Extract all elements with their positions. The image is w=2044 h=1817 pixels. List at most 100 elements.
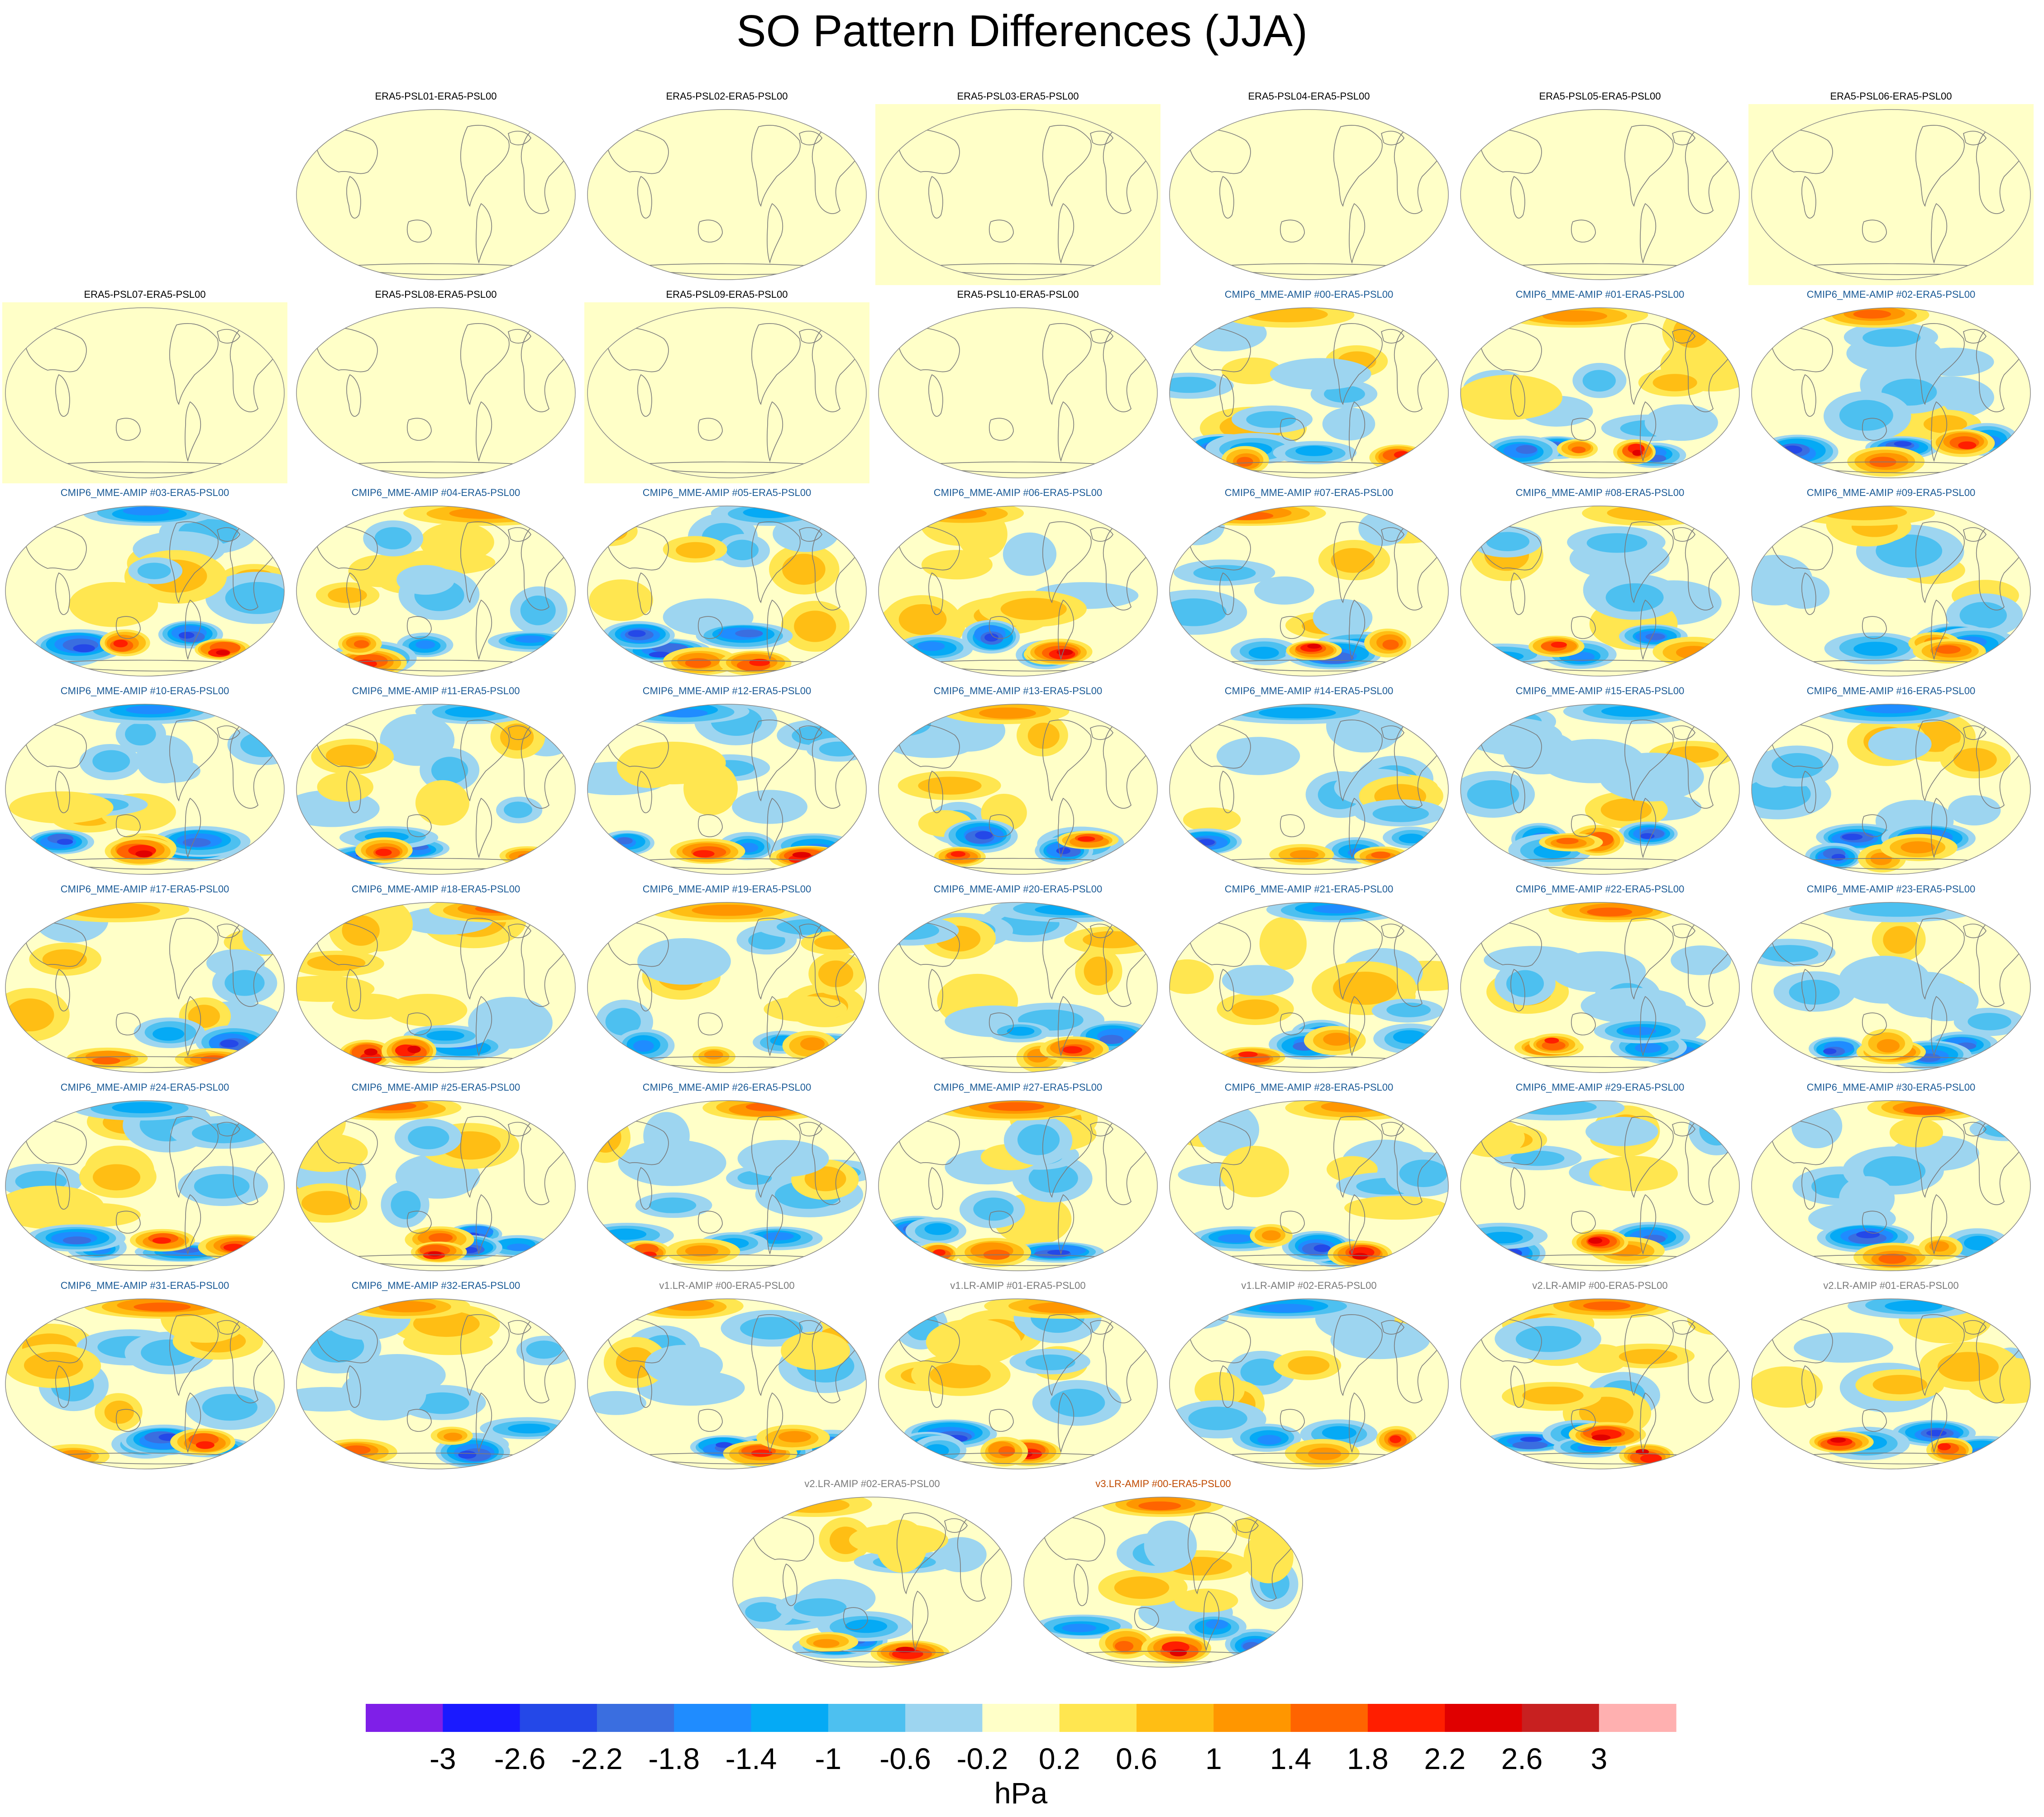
map-panel: CMIP6_MME-AMIP #32-ERA5-PSL00 (293, 1280, 578, 1479)
coastline (1624, 918, 1674, 1000)
coastline (912, 1590, 928, 1651)
map-plot (5, 1100, 285, 1271)
anomaly-contour (1839, 1176, 1895, 1221)
coastline (346, 572, 361, 615)
coastline (1768, 525, 1833, 571)
anomaly-contour (1876, 534, 1943, 568)
panel-title: CMIP6_MME-AMIP #11-ERA5-PSL00 (352, 685, 520, 696)
map-plot (732, 1497, 1012, 1668)
panel-title: v2.LR-AMIP #00-ERA5-PSL00 (1532, 1280, 1668, 1291)
coastline (1042, 323, 1092, 405)
coastline (799, 924, 822, 938)
coastline (895, 921, 960, 967)
map-border (732, 1497, 1012, 1668)
map-panel: CMIP6_MME-AMIP #28-ERA5-PSL00 (1166, 1082, 1452, 1281)
map-panel: CMIP6_MME-AMIP #24-ERA5-PSL00 (2, 1082, 287, 1281)
colorbar-units-label: hPa (994, 1776, 1048, 1810)
map-panel: CMIP6_MME-AMIP #04-ERA5-PSL00 (293, 487, 578, 686)
map-panel: CMIP6_MME-AMIP #31-ERA5-PSL00 (2, 1280, 287, 1479)
anomaly-contour (1569, 652, 1595, 662)
panel-title: ERA5-PSL06-ERA5-PSL00 (1830, 91, 1952, 102)
coastline (1931, 203, 1947, 264)
anomaly-contour (1645, 633, 1665, 640)
coastline (895, 1120, 960, 1165)
anomaly-contour (182, 838, 211, 847)
anomaly-contour (1937, 1443, 1951, 1450)
panel-title: CMIP6_MME-AMIP #30-ERA5-PSL00 (1806, 1082, 1976, 1093)
anomaly-contour (1903, 1106, 1946, 1115)
map-plot (1751, 704, 2031, 875)
coastline (406, 1211, 432, 1234)
coastline (313, 1318, 378, 1364)
colorbar-swatch (751, 1704, 829, 1732)
panel-title: v1.LR-AMIP #01-ERA5-PSL00 (950, 1280, 1086, 1291)
map-background (879, 308, 1157, 478)
map-panel: ERA5-PSL05-ERA5-PSL00 (1457, 91, 1743, 290)
map-border (1460, 704, 1740, 875)
anomaly-contour (589, 579, 654, 621)
coastline (476, 797, 492, 858)
anomaly-contour (307, 955, 366, 971)
map-plot (587, 704, 867, 875)
map-panel: CMIP6_MME-AMIP #16-ERA5-PSL00 (1748, 685, 2034, 884)
coastline (1477, 1318, 1542, 1364)
map-border (1169, 1298, 1449, 1469)
anomaly-contour (1017, 1124, 1060, 1155)
map-plot (296, 1100, 576, 1271)
anomaly-contour (1599, 753, 1704, 801)
coastline (1333, 125, 1383, 207)
coastline (1381, 131, 1404, 145)
panel-title: CMIP6_MME-AMIP #14-ERA5-PSL00 (1224, 685, 1394, 696)
anomaly-contour (191, 1123, 257, 1144)
coastline (1931, 797, 1947, 858)
coastline (989, 814, 1014, 837)
anomaly-contour (1506, 970, 1544, 997)
anomaly-contour (1222, 965, 1294, 996)
anomaly-contour (1551, 641, 1567, 648)
map-border (1751, 109, 2031, 280)
panel-title: CMIP6_MME-AMIP #17-ERA5-PSL00 (60, 883, 229, 895)
coastline (476, 401, 492, 462)
colorbar-swatch (1213, 1704, 1291, 1732)
coastline (1963, 1320, 1987, 1335)
colorbar-swatch (674, 1704, 752, 1732)
coastline (1090, 131, 1113, 145)
anomaly-contour (984, 633, 998, 642)
map-plot (1169, 307, 1449, 478)
coastline (1058, 797, 1074, 858)
map-panel: CMIP6_MME-AMIP #05-ERA5-PSL00 (584, 487, 869, 686)
map-panel: CMIP6_MME-AMIP #15-ERA5-PSL00 (1457, 685, 1743, 884)
anomaly-contour (332, 993, 405, 1020)
anomaly-contour (1258, 707, 1336, 719)
anomaly-contour (1839, 955, 1931, 1004)
coastline (1058, 203, 1074, 264)
map-plot (1460, 307, 1740, 478)
panel-title: CMIP6_MME-AMIP #00-ERA5-PSL00 (1224, 289, 1394, 300)
anomaly-contour (988, 1102, 1045, 1111)
coastline (22, 525, 87, 571)
panel-title: CMIP6_MME-AMIP #01-ERA5-PSL00 (1515, 289, 1685, 300)
coastline (1672, 725, 1695, 740)
anomaly-contour (69, 582, 158, 627)
coastline (1571, 418, 1596, 441)
panel-title: ERA5-PSL05-ERA5-PSL00 (1539, 91, 1661, 102)
coastline (1768, 921, 1833, 967)
map-border (1751, 1100, 2031, 1271)
map-border (5, 1100, 285, 1271)
coastline (1640, 797, 1656, 858)
coastline (508, 131, 531, 145)
map-plot (878, 1100, 1158, 1271)
map-border (878, 109, 1158, 280)
coastline (1333, 521, 1383, 604)
anomaly-contour (426, 1030, 464, 1041)
colorbar-swatch (982, 1704, 1060, 1732)
panel-title: CMIP6_MME-AMIP #31-ERA5-PSL00 (60, 1280, 229, 1291)
anomaly-contour (1331, 548, 1375, 573)
anomaly-contour (1238, 1051, 1258, 1058)
map-border (878, 902, 1158, 1073)
coastline (508, 1320, 531, 1335)
anomaly-contour (1218, 1234, 1252, 1243)
coastline (989, 418, 1014, 441)
colorbar-tick-label: -0.6 (879, 1742, 931, 1775)
